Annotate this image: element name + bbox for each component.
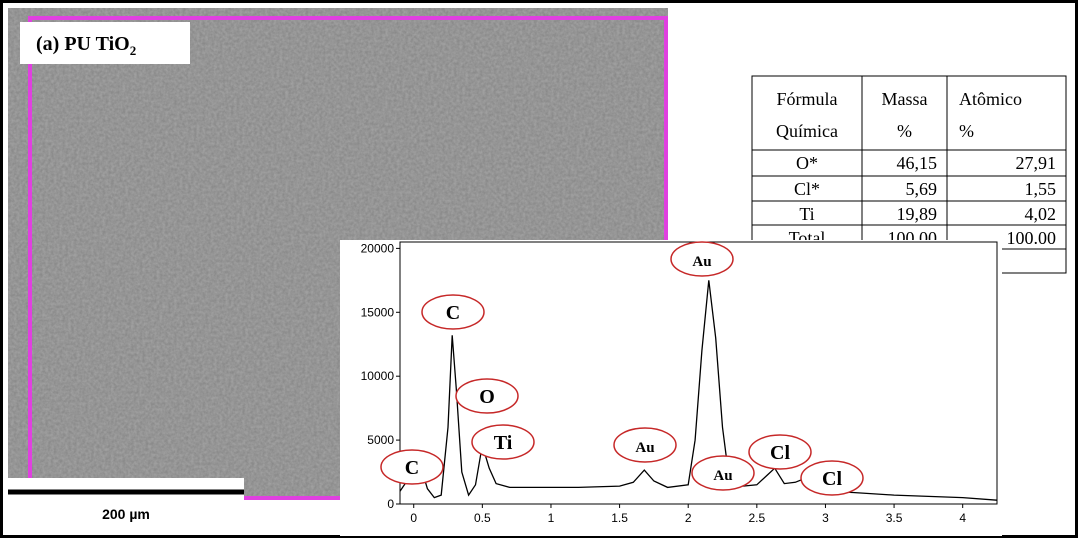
- spectrum-line: [399, 280, 998, 501]
- table-header: %: [897, 121, 912, 141]
- table-cell: Cl*: [794, 179, 820, 199]
- table-header: Atômico: [959, 89, 1022, 109]
- table-cell: Ti: [799, 204, 814, 224]
- table-header: Fórmula: [777, 89, 838, 109]
- title-subscript: 2: [130, 43, 137, 58]
- y-tick-label: 5000: [367, 433, 394, 447]
- y-tick-label: 20000: [361, 241, 395, 255]
- table-header: Massa: [882, 89, 928, 109]
- x-tick-label: 1.5: [611, 511, 628, 525]
- y-tick-label: 10000: [361, 369, 395, 383]
- peak-label: Ti: [494, 432, 513, 454]
- peak-label-ellipse: [455, 378, 519, 414]
- table-header: Química: [776, 121, 838, 141]
- table-cell: 5,69: [906, 179, 938, 199]
- y-tick-label: 15000: [361, 305, 395, 319]
- table-header: %: [959, 121, 974, 141]
- table-cell: 46,15: [897, 153, 938, 173]
- x-tick-label: 3: [822, 511, 829, 525]
- scale-label: 200 µm: [102, 506, 150, 522]
- x-tick-label: 2.5: [748, 511, 765, 525]
- peak-label-ellipse: [613, 427, 677, 463]
- x-tick-label: 2: [685, 511, 692, 525]
- peak-label-ellipse: [691, 455, 755, 491]
- peak-label-ellipse: [421, 294, 485, 330]
- image-title: (a) PU TiO2: [36, 33, 136, 58]
- x-tick-label: 4: [959, 511, 966, 525]
- table-cell: 4,02: [1025, 204, 1057, 224]
- peak-label: Au: [713, 468, 732, 484]
- peak-label-ellipse: [800, 460, 864, 496]
- peak-label-ellipse: [380, 449, 444, 485]
- y-tick-label: 0: [387, 497, 394, 511]
- x-tick-label: 0.5: [474, 511, 491, 525]
- table-cell: 100.00: [1007, 228, 1057, 248]
- table-cell: O*: [796, 153, 818, 173]
- label-box: [20, 22, 190, 64]
- peak-label: Au: [635, 440, 654, 456]
- scale-box: [8, 478, 244, 532]
- peak-label-ellipse: [748, 434, 812, 470]
- peak-label: C: [446, 302, 460, 324]
- chart-background: [340, 240, 1002, 536]
- peak-label-ellipse: [471, 424, 535, 460]
- peak-label: Au: [692, 254, 711, 270]
- peak-label: Cl: [822, 468, 842, 490]
- peak-label: C: [405, 457, 419, 479]
- chart: 0 5000 10000 15000 20000 0 0.5 1 1.5 2 2.5 3 3.5 4 C C O…: [361, 241, 998, 525]
- peak-label-ellipse: [670, 241, 734, 277]
- table-cell: 1,55: [1025, 179, 1057, 199]
- title-text: (a) PU TiO: [36, 33, 130, 55]
- peak-label: Cl: [770, 442, 790, 464]
- table-cell: 19,89: [897, 204, 938, 224]
- peak-label: O: [479, 386, 495, 408]
- x-tick-label: 3.5: [886, 511, 903, 525]
- x-tick-label: 1: [548, 511, 555, 525]
- x-tick-label: 0: [410, 511, 417, 525]
- table-cell: 27,91: [1016, 153, 1057, 173]
